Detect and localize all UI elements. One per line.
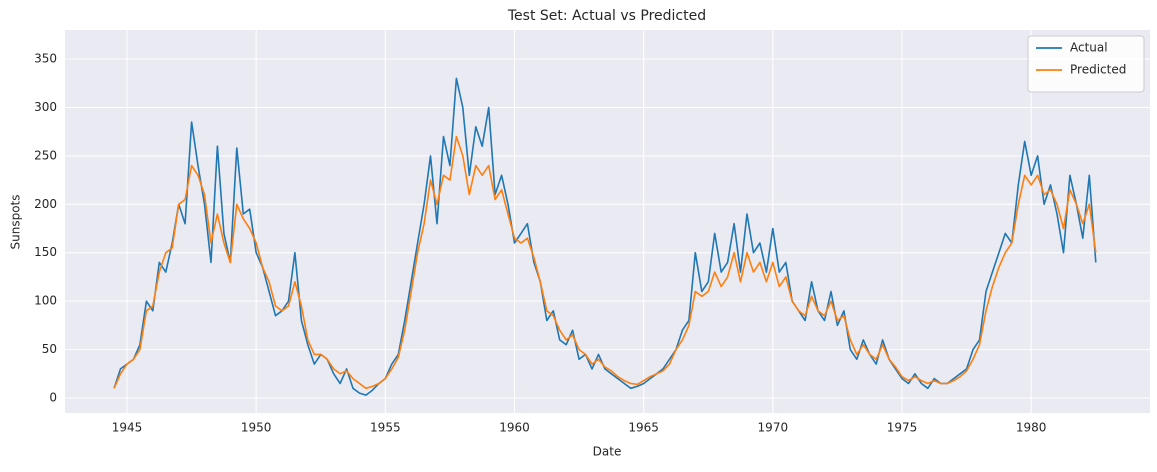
x-tick-label: 1950 bbox=[241, 421, 272, 435]
x-tick-label: 1965 bbox=[628, 421, 659, 435]
x-axis-label: Date bbox=[593, 445, 622, 459]
y-tick-label: 0 bbox=[49, 390, 57, 404]
y-tick-label: 50 bbox=[42, 342, 57, 356]
series-line bbox=[113, 135, 1097, 390]
y-axis-label: Sunspots bbox=[9, 195, 23, 250]
chart-title: Test Set: Actual vs Predicted bbox=[507, 8, 706, 24]
y-tick-label: 200 bbox=[34, 197, 57, 211]
y-tick-label: 250 bbox=[34, 148, 57, 162]
x-tick-label: 1960 bbox=[499, 421, 530, 435]
y-tick-label: 150 bbox=[34, 245, 57, 259]
legend-label: Predicted bbox=[1070, 63, 1126, 77]
x-tick-label: 1975 bbox=[887, 421, 918, 435]
x-tick-label: 1980 bbox=[1016, 421, 1047, 435]
grid bbox=[65, 30, 1150, 413]
x-tick-label: 1970 bbox=[758, 421, 789, 435]
legend: Actual Predicted bbox=[1027, 35, 1145, 93]
x-tick-label: 1955 bbox=[370, 421, 401, 435]
legend-box bbox=[1027, 35, 1145, 93]
y-tick-label: 300 bbox=[34, 100, 57, 114]
legend-label: Actual bbox=[1070, 41, 1108, 55]
y-tick-label: 100 bbox=[34, 294, 57, 308]
lines bbox=[113, 77, 1097, 396]
x-tick-label: 1945 bbox=[112, 421, 143, 435]
plot-area bbox=[65, 30, 1150, 413]
y-tick-label: 350 bbox=[34, 52, 57, 66]
